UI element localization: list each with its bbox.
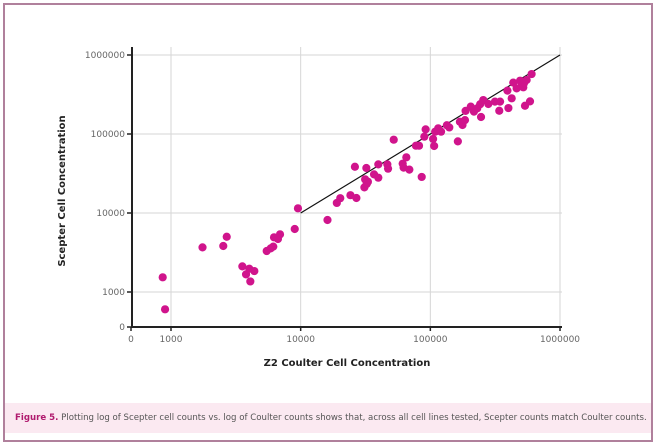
data-point — [503, 86, 512, 95]
x-tick-label: 100000 — [413, 335, 448, 345]
data-point — [241, 270, 251, 279]
x-tick-label: 1000 — [160, 335, 183, 345]
y-tick-label: 0 — [119, 323, 125, 333]
data-point — [374, 173, 383, 182]
data-point — [430, 141, 439, 151]
data-point — [495, 97, 505, 106]
data-point — [290, 224, 299, 234]
data-point — [222, 232, 231, 241]
data-point — [362, 163, 371, 173]
data-points — [158, 69, 536, 314]
data-point — [352, 193, 361, 203]
data-point — [504, 103, 513, 113]
data-point — [275, 230, 285, 239]
data-point — [495, 106, 504, 115]
x-tick-label: 10000 — [286, 335, 315, 345]
data-point — [436, 127, 446, 136]
data-point — [350, 162, 360, 171]
data-point — [476, 112, 486, 122]
figure-caption: Figure 5. Plotting log of Scepter cell c… — [5, 403, 651, 433]
data-point — [160, 305, 170, 314]
y-axis-label: Scepter Cell Concentration — [57, 115, 68, 266]
data-point — [363, 177, 373, 186]
data-point — [246, 277, 255, 286]
data-point — [269, 242, 278, 251]
data-point — [484, 99, 493, 109]
x-tick-label: 0 — [128, 335, 134, 345]
data-point — [420, 132, 429, 141]
y-tick-label: 1000000 — [85, 51, 125, 61]
x-axis-label: Z2 Coulter Cell Concentration — [264, 358, 431, 369]
x-tick-label: 1000000 — [540, 335, 580, 345]
caption-label: Figure 5. — [15, 413, 59, 423]
data-point — [293, 204, 303, 213]
data-point — [402, 153, 411, 162]
data-point — [250, 266, 259, 276]
data-point — [383, 164, 393, 173]
data-point — [414, 141, 424, 150]
data-point — [527, 69, 536, 79]
data-point — [158, 273, 167, 282]
data-point — [453, 137, 462, 146]
data-point — [421, 125, 430, 134]
data-point — [522, 75, 531, 85]
data-point — [417, 172, 426, 182]
y-tick-label: 1000 — [102, 288, 125, 298]
data-point — [219, 241, 228, 251]
tick-labels: 0 1000 10000 100000 1000000 0 1000 10000 100000 1… — [85, 51, 580, 345]
data-point — [405, 165, 414, 174]
data-point — [389, 135, 398, 144]
data-point — [445, 123, 454, 132]
data-point — [323, 215, 332, 225]
data-point — [336, 194, 345, 203]
data-point — [519, 83, 528, 92]
y-tick-label: 10000 — [96, 209, 125, 219]
data-point — [238, 262, 247, 271]
data-point — [198, 243, 207, 252]
data-point — [374, 160, 383, 169]
grid — [131, 47, 562, 327]
data-point — [428, 134, 438, 144]
axes — [127, 47, 562, 331]
data-point — [525, 97, 535, 106]
y-tick-label: 100000 — [91, 130, 126, 140]
caption-text: Plotting log of Scepter cell counts vs. … — [58, 413, 647, 423]
data-point — [507, 94, 516, 103]
data-point — [460, 115, 470, 125]
